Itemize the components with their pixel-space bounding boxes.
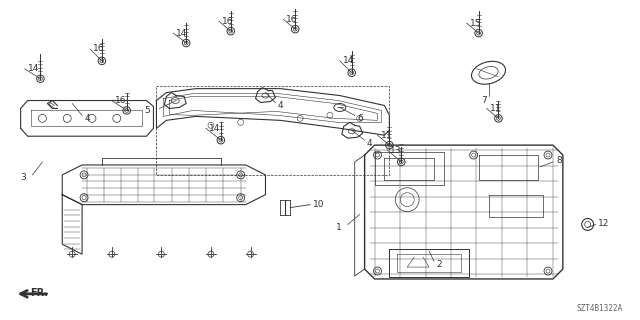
Text: 14: 14 <box>343 56 354 65</box>
Text: 2: 2 <box>436 260 442 268</box>
Text: 14: 14 <box>176 28 188 38</box>
Text: 6: 6 <box>358 114 364 123</box>
Text: 16: 16 <box>93 44 104 53</box>
Text: SZT4B1322A: SZT4B1322A <box>576 304 622 313</box>
Text: 7: 7 <box>482 96 488 105</box>
Text: FR.: FR. <box>31 288 49 298</box>
Text: 16: 16 <box>286 15 298 24</box>
Text: 4: 4 <box>84 114 90 123</box>
Text: 16: 16 <box>115 96 126 105</box>
Text: 14: 14 <box>28 64 39 73</box>
Text: 13: 13 <box>390 146 402 155</box>
Text: 4: 4 <box>277 101 283 110</box>
Text: 12: 12 <box>598 219 609 228</box>
Text: 5: 5 <box>145 106 150 115</box>
Text: 4: 4 <box>367 139 372 148</box>
Text: 15: 15 <box>470 19 481 28</box>
Text: 10: 10 <box>313 200 324 209</box>
Text: 11: 11 <box>490 104 501 113</box>
Text: 3: 3 <box>20 173 26 182</box>
Text: 14: 14 <box>209 124 220 133</box>
Text: 1: 1 <box>336 223 342 232</box>
Text: 8: 8 <box>556 156 562 164</box>
Text: 11: 11 <box>380 131 392 140</box>
Text: 16: 16 <box>222 17 234 26</box>
